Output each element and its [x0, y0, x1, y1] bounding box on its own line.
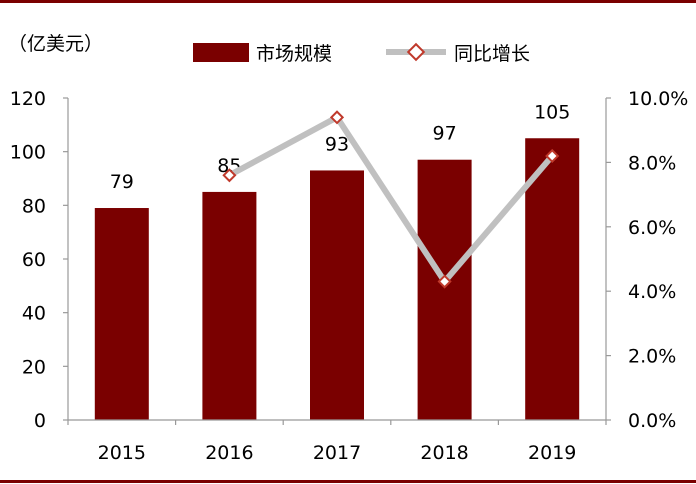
x-tick-label: 2018 — [420, 442, 468, 464]
left-tick-label: 20 — [22, 356, 46, 378]
right-tick-label: 6.0% — [628, 217, 676, 239]
left-tick-label: 60 — [22, 249, 46, 271]
right-axis-ticks: 0.0% 2.0% 4.0% 6.0% 8.0% 10.0% — [606, 88, 688, 432]
x-tick-label: 2019 — [528, 442, 576, 464]
bar-2019 — [525, 138, 580, 420]
growth-point-2016 — [222, 168, 237, 183]
legend-line-label: 同比增长 — [454, 43, 530, 65]
legend: 市场规模 同比增长 — [193, 42, 530, 65]
bar-label-2015: 79 — [110, 171, 134, 193]
bottom-rule — [0, 480, 696, 483]
bar-series — [94, 138, 580, 420]
bar-label-2019: 105 — [534, 101, 570, 123]
x-tick-label: 2017 — [313, 442, 361, 464]
growth-point-2018 — [437, 274, 452, 289]
top-rule — [0, 0, 696, 3]
legend-bar-swatch — [193, 43, 249, 62]
x-tick-label: 2016 — [205, 442, 253, 464]
legend-line-marker — [406, 42, 426, 62]
bar-2018 — [417, 159, 472, 420]
right-tick-label: 10.0% — [628, 88, 688, 110]
growth-line — [227, 114, 555, 285]
left-tick-label: 100 — [10, 142, 46, 164]
right-tick-label: 0.0% — [628, 410, 676, 432]
bar-label-2017: 93 — [325, 133, 349, 155]
bar-label-2018: 97 — [433, 123, 457, 145]
bar-2017 — [310, 170, 364, 420]
x-axis-ticks: 2015 2016 2017 2018 2019 — [67, 420, 607, 464]
right-tick-label: 2.0% — [628, 346, 676, 368]
legend-bar-label: 市场规模 — [256, 43, 332, 65]
left-tick-label: 120 — [10, 88, 46, 110]
left-tick-label: 0 — [34, 410, 46, 432]
x-tick-label: 2015 — [98, 442, 146, 464]
growth-point-2019 — [545, 148, 560, 164]
unit-label: （亿美元） — [8, 33, 103, 55]
bar-2016 — [202, 191, 257, 420]
right-tick-label: 8.0% — [628, 152, 676, 174]
growth-line-series — [222, 110, 560, 289]
right-tick-label: 4.0% — [628, 281, 676, 303]
left-tick-label: 40 — [22, 303, 46, 325]
left-axis-ticks: 0 20 40 60 80 100 120 — [10, 88, 68, 432]
bar-2015 — [94, 208, 149, 420]
left-tick-label: 80 — [22, 195, 46, 217]
growth-point-2017 — [329, 110, 345, 125]
